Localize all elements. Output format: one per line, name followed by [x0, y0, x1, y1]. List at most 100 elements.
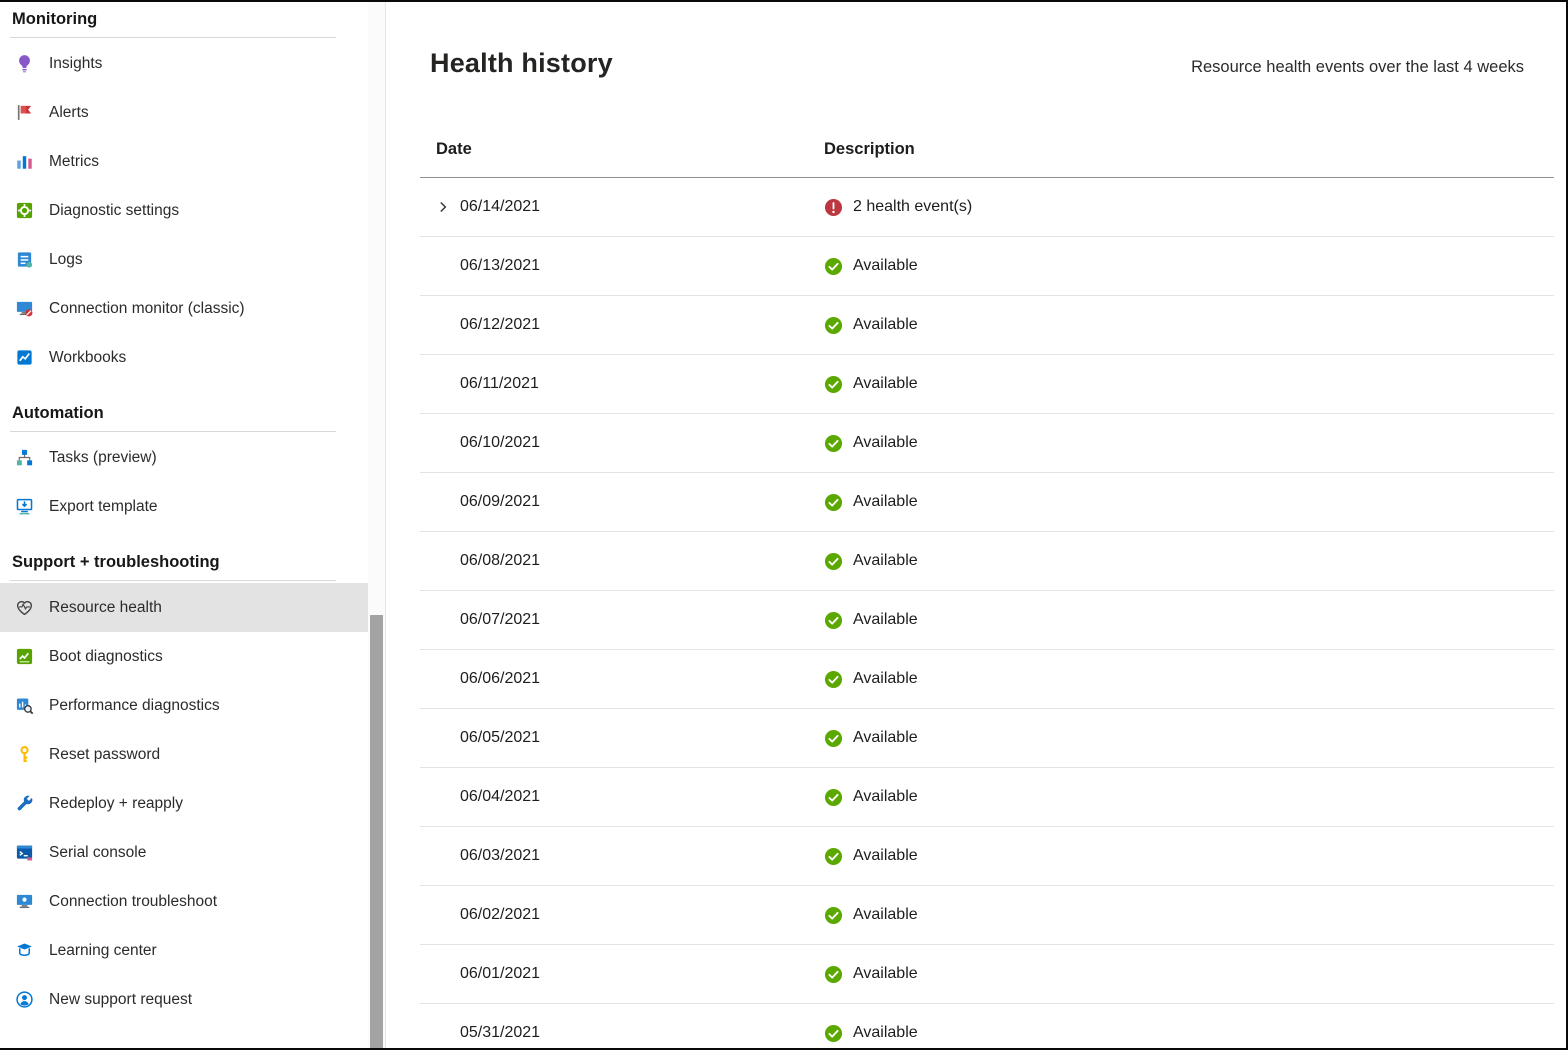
sidebar-section-automation: Automation Tasks (preview) Export templa… [0, 382, 368, 531]
monitor-network-icon [14, 892, 34, 912]
description-cell: 2 health event(s) [808, 198, 1554, 217]
expand-chevron-icon[interactable] [436, 200, 450, 214]
sidebar-item-connection-monitor-classic[interactable]: Connection monitor (classic) [0, 284, 368, 333]
table-row: 06/01/2021 Available [420, 945, 1554, 1004]
gear-square-icon [14, 201, 34, 221]
person-circle-icon [14, 990, 34, 1010]
table-row: 06/02/2021 Available [420, 886, 1554, 945]
sidebar-section-monitoring: Monitoring Insights Alerts Metrics [0, 4, 368, 382]
alert-flag-icon [14, 103, 34, 123]
export-template-icon [14, 497, 34, 517]
sidebar-item-workbooks[interactable]: Workbooks [0, 333, 368, 382]
description-cell: Available [808, 611, 1554, 630]
content-header: Health history Resource health events ov… [420, 48, 1554, 79]
monitor-classic-icon [14, 299, 34, 319]
sidebar-item-alerts[interactable]: Alerts [0, 88, 368, 137]
section-divider [10, 580, 336, 581]
sidebar-item-boot-diagnostics[interactable]: Boot diagnostics [0, 632, 368, 681]
sidebar-item-new-support-request[interactable]: New support request [0, 975, 368, 1024]
sidebar-item-serial-console[interactable]: Serial console [0, 828, 368, 877]
date-cell: 06/08/2021 [420, 552, 808, 570]
description-cell: Available [808, 375, 1554, 394]
row-status-text: Available [853, 375, 918, 392]
available-check-icon [824, 375, 843, 394]
available-check-icon [824, 847, 843, 866]
sidebar-item-performance-diagnostics[interactable]: Performance diagnostics [0, 681, 368, 730]
date-cell: 06/06/2021 [420, 670, 808, 688]
row-date: 06/02/2021 [460, 906, 541, 923]
section-header-support-troubleshooting: Support + troubleshooting [12, 553, 220, 571]
key-icon [14, 745, 34, 765]
description-cell: Available [808, 493, 1554, 512]
column-header-date: Date [436, 140, 472, 158]
sidebar-item-learning-center[interactable]: Learning center [0, 926, 368, 975]
sidebar-item-resource-health[interactable]: Resource health [0, 583, 368, 632]
date-cell: 06/11/2021 [420, 375, 808, 393]
sidebar-item-insights[interactable]: Insights [0, 39, 368, 88]
page-subtitle: Resource health events over the last 4 w… [1191, 58, 1524, 76]
description-cell: Available [808, 434, 1554, 453]
table-row[interactable]: 06/14/2021 2 health event(s) [420, 178, 1554, 237]
row-date: 06/07/2021 [460, 611, 541, 628]
row-date: 05/31/2021 [460, 1024, 541, 1041]
row-status-text: Available [853, 257, 918, 274]
available-check-icon [824, 552, 843, 571]
table-row: 06/04/2021 Available [420, 768, 1554, 827]
date-cell: 06/09/2021 [420, 493, 808, 511]
sidebar-item-redeploy-reapply[interactable]: Redeploy + reapply [0, 779, 368, 828]
sidebar-section-support-troubleshooting: Support + troubleshooting Resource healt… [0, 531, 368, 1024]
available-check-icon [824, 965, 843, 984]
row-date: 06/10/2021 [460, 434, 541, 451]
row-status-text: Available [853, 552, 918, 569]
error-icon [824, 198, 843, 217]
row-status-text: Available [853, 493, 918, 510]
available-check-icon [824, 493, 843, 512]
sidebar-item-label: Reset password [49, 745, 161, 763]
available-check-icon [824, 788, 843, 807]
sidebar-item-reset-password[interactable]: Reset password [0, 730, 368, 779]
date-cell: 06/13/2021 [420, 257, 808, 275]
row-status-text: Available [853, 847, 918, 864]
row-date: 06/03/2021 [460, 847, 541, 864]
sidebar-item-metrics[interactable]: Metrics [0, 137, 368, 186]
available-check-icon [824, 670, 843, 689]
available-check-icon [824, 257, 843, 276]
row-status-text: Available [853, 906, 918, 923]
description-cell: Available [808, 670, 1554, 689]
row-status-text: 2 health event(s) [853, 198, 973, 215]
description-cell: Available [808, 316, 1554, 335]
sidebar-item-diagnostic-settings[interactable]: Diagnostic settings [0, 186, 368, 235]
sidebar-item-label: Boot diagnostics [49, 647, 163, 665]
row-date: 06/01/2021 [460, 965, 541, 982]
sidebar-item-label: Serial console [49, 843, 147, 861]
sidebar-scrollbar-thumb[interactable] [370, 615, 383, 1048]
health-history-table: Date Description 06/14/2021 2 health eve… [420, 122, 1554, 1048]
row-date: 06/09/2021 [460, 493, 541, 510]
sidebar-item-export-template[interactable]: Export template [0, 482, 368, 531]
main-content: Health history Resource health events ov… [386, 2, 1566, 1048]
sidebar: Monitoring Insights Alerts Metrics [0, 2, 368, 1048]
available-check-icon [824, 1024, 843, 1043]
table-row: 06/09/2021 Available [420, 473, 1554, 532]
row-status-text: Available [853, 611, 918, 628]
row-date: 06/05/2021 [460, 729, 541, 746]
sidebar-item-tasks-preview[interactable]: Tasks (preview) [0, 433, 368, 482]
description-cell: Available [808, 552, 1554, 571]
sidebar-item-label: Connection troubleshoot [49, 892, 218, 910]
sidebar-item-logs[interactable]: Logs [0, 235, 368, 284]
date-cell: 06/02/2021 [420, 906, 808, 924]
sidebar-item-connection-troubleshoot[interactable]: Connection troubleshoot [0, 877, 368, 926]
row-status-text: Available [853, 1024, 918, 1041]
sidebar-item-label: New support request [49, 990, 193, 1008]
sidebar-item-label: Redeploy + reapply [49, 794, 183, 812]
row-date: 06/13/2021 [460, 257, 541, 274]
available-check-icon [824, 729, 843, 748]
description-cell: Available [808, 1024, 1554, 1043]
bar-chart-icon [14, 152, 34, 172]
available-check-icon [824, 434, 843, 453]
section-header-monitoring: Monitoring [12, 10, 98, 28]
section-divider [10, 431, 336, 432]
sidebar-scrollbar-track[interactable] [368, 2, 386, 1048]
sidebar-item-label: Performance diagnostics [49, 696, 220, 714]
